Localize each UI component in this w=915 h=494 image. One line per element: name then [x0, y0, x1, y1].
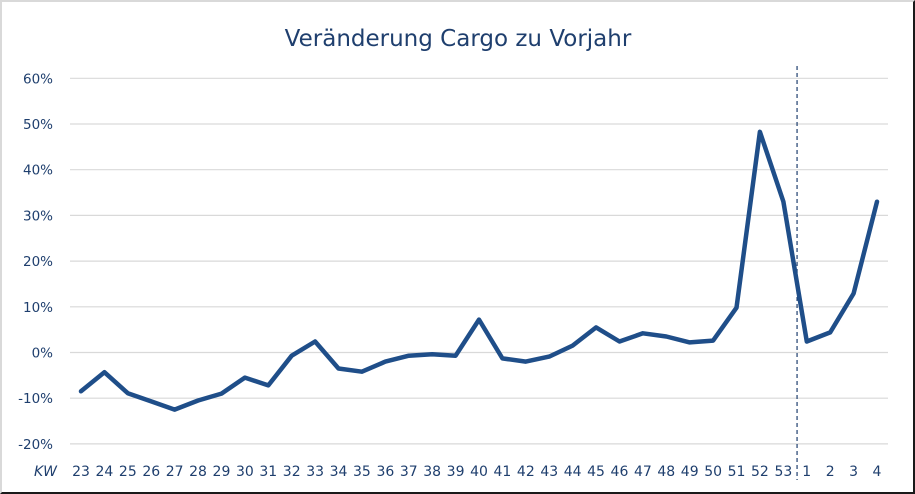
x-axis-ticks: 23 24 25 26 27 28 29 30 31 32 33 34 35 36 37 38 39 40 41 42… — [72, 464, 881, 480]
y-tick-label: 30% — [23, 208, 53, 224]
x-tick-label: 43 — [540, 464, 558, 480]
y-tick-label: 0% — [32, 346, 54, 362]
x-tick-label: 31 — [259, 464, 277, 480]
x-tick-label: 36 — [376, 464, 394, 480]
y-tick-label: 50% — [23, 117, 53, 133]
y-tick-label: 60% — [23, 71, 53, 87]
x-tick-label: 47 — [634, 464, 652, 480]
x-tick-label: 33 — [306, 464, 324, 480]
x-tick-label: 38 — [423, 464, 441, 480]
x-tick-label: 23 — [72, 464, 90, 480]
x-tick-label: 2 — [826, 464, 835, 480]
y-tick-label: -10% — [18, 391, 53, 407]
y-axis-ticks: -20% -10% 0% 10% 20% 30% 40% 50% 60% — [18, 71, 53, 453]
x-tick-label: 44 — [564, 464, 582, 480]
x-tick-label: 45 — [587, 464, 605, 480]
x-tick-label: 30 — [236, 464, 254, 480]
x-tick-label: 4 — [873, 464, 882, 480]
x-tick-label: 46 — [611, 464, 629, 480]
x-tick-label: 29 — [213, 464, 231, 480]
x-tick-label: 37 — [400, 464, 418, 480]
y-tick-label: -20% — [18, 437, 53, 453]
x-tick-label: 26 — [142, 464, 160, 480]
x-tick-label: 34 — [330, 464, 348, 480]
x-tick-label: 39 — [447, 464, 465, 480]
x-tick-label: 24 — [95, 464, 113, 480]
x-tick-label: 1 — [802, 464, 811, 480]
x-axis-label: KW — [34, 464, 58, 480]
x-tick-label: 3 — [849, 464, 858, 480]
x-tick-label: 51 — [728, 464, 746, 480]
x-tick-label: 35 — [353, 464, 371, 480]
x-tick-label: 28 — [189, 464, 207, 480]
series-line — [78, 129, 880, 412]
x-tick-label: 49 — [681, 464, 699, 480]
chart-title: Veränderung Cargo zu Vorjahr — [285, 26, 632, 52]
x-tick-label: 50 — [704, 464, 722, 480]
x-tick-label: 32 — [283, 464, 301, 480]
x-tick-label: 52 — [751, 464, 769, 480]
x-tick-label: 27 — [166, 464, 184, 480]
y-tick-label: 10% — [23, 300, 53, 316]
x-tick-label: 48 — [657, 464, 675, 480]
x-tick-label: 41 — [493, 464, 511, 480]
x-tick-label: 42 — [517, 464, 535, 480]
x-tick-label: 25 — [119, 464, 137, 480]
y-tick-label: 40% — [23, 163, 53, 179]
x-tick-label: 40 — [470, 464, 488, 480]
x-tick-label: 53 — [774, 464, 792, 480]
y-tick-label: 20% — [23, 254, 53, 270]
gridlines — [70, 77, 888, 445]
